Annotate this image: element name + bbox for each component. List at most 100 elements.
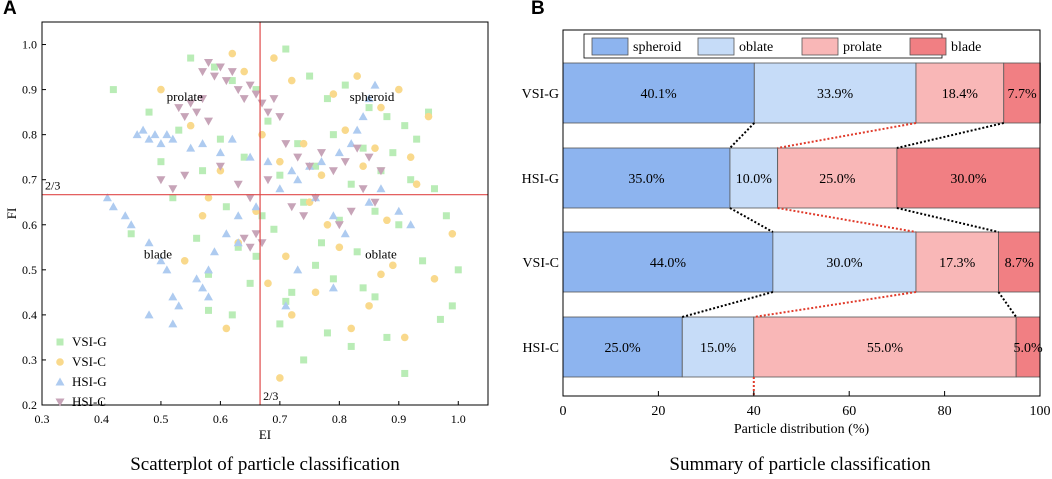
point-hsi-c	[198, 95, 208, 104]
point-hsi-g	[376, 184, 386, 193]
point-hsi-g	[198, 139, 208, 148]
point-vsi-c	[299, 139, 308, 148]
point-vsi-g	[425, 108, 433, 116]
point-vsi-g	[448, 302, 456, 310]
legend-label: HSI-C	[72, 394, 106, 409]
connector-line	[681, 291, 774, 318]
point-vsi-c	[377, 103, 385, 112]
connector-line	[753, 291, 917, 318]
point-hsi-c	[370, 198, 380, 207]
point-vsi-g	[317, 239, 325, 247]
point-vsi-g	[407, 176, 415, 184]
point-vsi-c	[216, 166, 225, 175]
point-vsi-c	[412, 180, 421, 189]
point-hsi-g	[150, 130, 160, 139]
x-tick-label: 0.3	[35, 412, 50, 426]
point-hsi-c	[364, 153, 374, 162]
point-hsi-c	[192, 108, 202, 117]
legend-item-hsi-c: HSI-C	[55, 394, 106, 409]
y-tick-label: 0.8	[22, 128, 37, 142]
point-hsi-g	[192, 274, 202, 283]
x-tick-label: 40	[747, 404, 761, 419]
point-vsi-g	[401, 369, 409, 377]
point-vsi-g	[234, 243, 242, 251]
legend-label: HSI-G	[72, 374, 107, 389]
point-vsi-c	[430, 275, 439, 283]
x-tick-label: 0	[560, 404, 567, 419]
bar-segment-prolate	[915, 231, 999, 293]
point-vsi-g	[329, 275, 337, 283]
bar-row-hsi-g: 35.0% 10.0% 25.0% 30.0%	[562, 147, 1041, 209]
point-vsi-g	[193, 234, 201, 242]
data-label-oblate: 15.0%	[700, 341, 737, 356]
point-vsi-g	[127, 230, 135, 238]
bar-segment-oblate	[729, 147, 779, 209]
point-vsi-c	[395, 85, 403, 94]
point-hsi-c	[198, 68, 208, 77]
y-tick-label: 1.0	[22, 38, 37, 52]
point-hsi-g	[275, 184, 285, 193]
point-hsi-c	[376, 167, 386, 176]
point-vsi-c	[270, 54, 278, 62]
point-hsi-c	[334, 221, 344, 230]
y-tick-label: 0.9	[22, 83, 37, 97]
region-label-oblate: oblate	[365, 247, 397, 262]
bar-segment-prolate	[777, 147, 898, 209]
y-tick-label: 0.5	[22, 263, 37, 277]
point-vsi-g	[240, 153, 248, 161]
point-vsi-g	[341, 81, 349, 89]
x-tick-label: 0.4	[94, 412, 109, 426]
point-hsi-c	[275, 113, 285, 122]
point-hsi-g	[334, 148, 344, 157]
bar-row-hsi-c: 25.0% 15.0% 55.0% 5.0%	[562, 316, 1043, 378]
legend-item-spheroid: spheroid	[591, 37, 681, 56]
point-vsi-g	[228, 311, 236, 319]
x-tick-label: 1.0	[451, 412, 466, 426]
legend-item-blade: blade	[909, 37, 981, 56]
point-hsi-g	[370, 80, 380, 89]
legend-item-hsi-g: HSI-G	[55, 374, 107, 389]
point-hsi-c	[215, 162, 225, 171]
point-vsi-c	[222, 324, 231, 333]
point-vsi-g	[413, 135, 421, 143]
point-hsi-g	[281, 301, 291, 310]
bar-segment-oblate	[753, 62, 917, 124]
category-label: VSI-C	[522, 256, 559, 271]
point-hsi-c	[340, 158, 350, 167]
point-hsi-g	[144, 134, 154, 143]
point-hsi-g	[102, 193, 112, 202]
point-hsi-g	[186, 143, 196, 152]
point-vsi-c	[204, 193, 213, 202]
point-hsi-g	[251, 202, 261, 211]
point-vsi-g	[312, 261, 320, 269]
point-hsi-g	[126, 220, 136, 229]
point-hsi-c	[180, 171, 190, 180]
point-vsi-g	[109, 86, 117, 94]
point-hsi-g	[364, 197, 374, 206]
point-vsi-g	[246, 279, 254, 287]
legend-marker-vsi-g	[56, 338, 64, 346]
legend-label: oblate	[739, 40, 773, 55]
y-tick-label: 0.7	[22, 173, 37, 187]
data-label-spheroid: 44.0%	[650, 256, 687, 271]
point-vsi-g	[454, 266, 462, 274]
legend-label: VSI-G	[72, 334, 107, 349]
point-vsi-g	[347, 342, 355, 350]
point-hsi-c	[168, 185, 178, 194]
point-vsi-g	[323, 329, 331, 337]
data-label-spheroid: 40.1%	[641, 87, 678, 102]
point-vsi-c	[448, 229, 457, 238]
point-vsi-c	[341, 126, 350, 134]
data-label-prolate: 25.0%	[819, 172, 856, 187]
threshold-label-fi: 2/3	[45, 179, 60, 193]
point-vsi-g	[216, 135, 224, 143]
point-vsi-g	[365, 104, 373, 112]
point-hsi-g	[198, 283, 208, 292]
category-label: VSI-G	[522, 87, 559, 102]
category-label: HSI-C	[522, 341, 559, 356]
point-vsi-g	[300, 356, 308, 364]
point-hsi-c	[186, 99, 196, 108]
point-vsi-g	[228, 77, 236, 85]
point-hsi-c	[263, 108, 273, 117]
bar-segment-prolate	[753, 316, 1017, 378]
